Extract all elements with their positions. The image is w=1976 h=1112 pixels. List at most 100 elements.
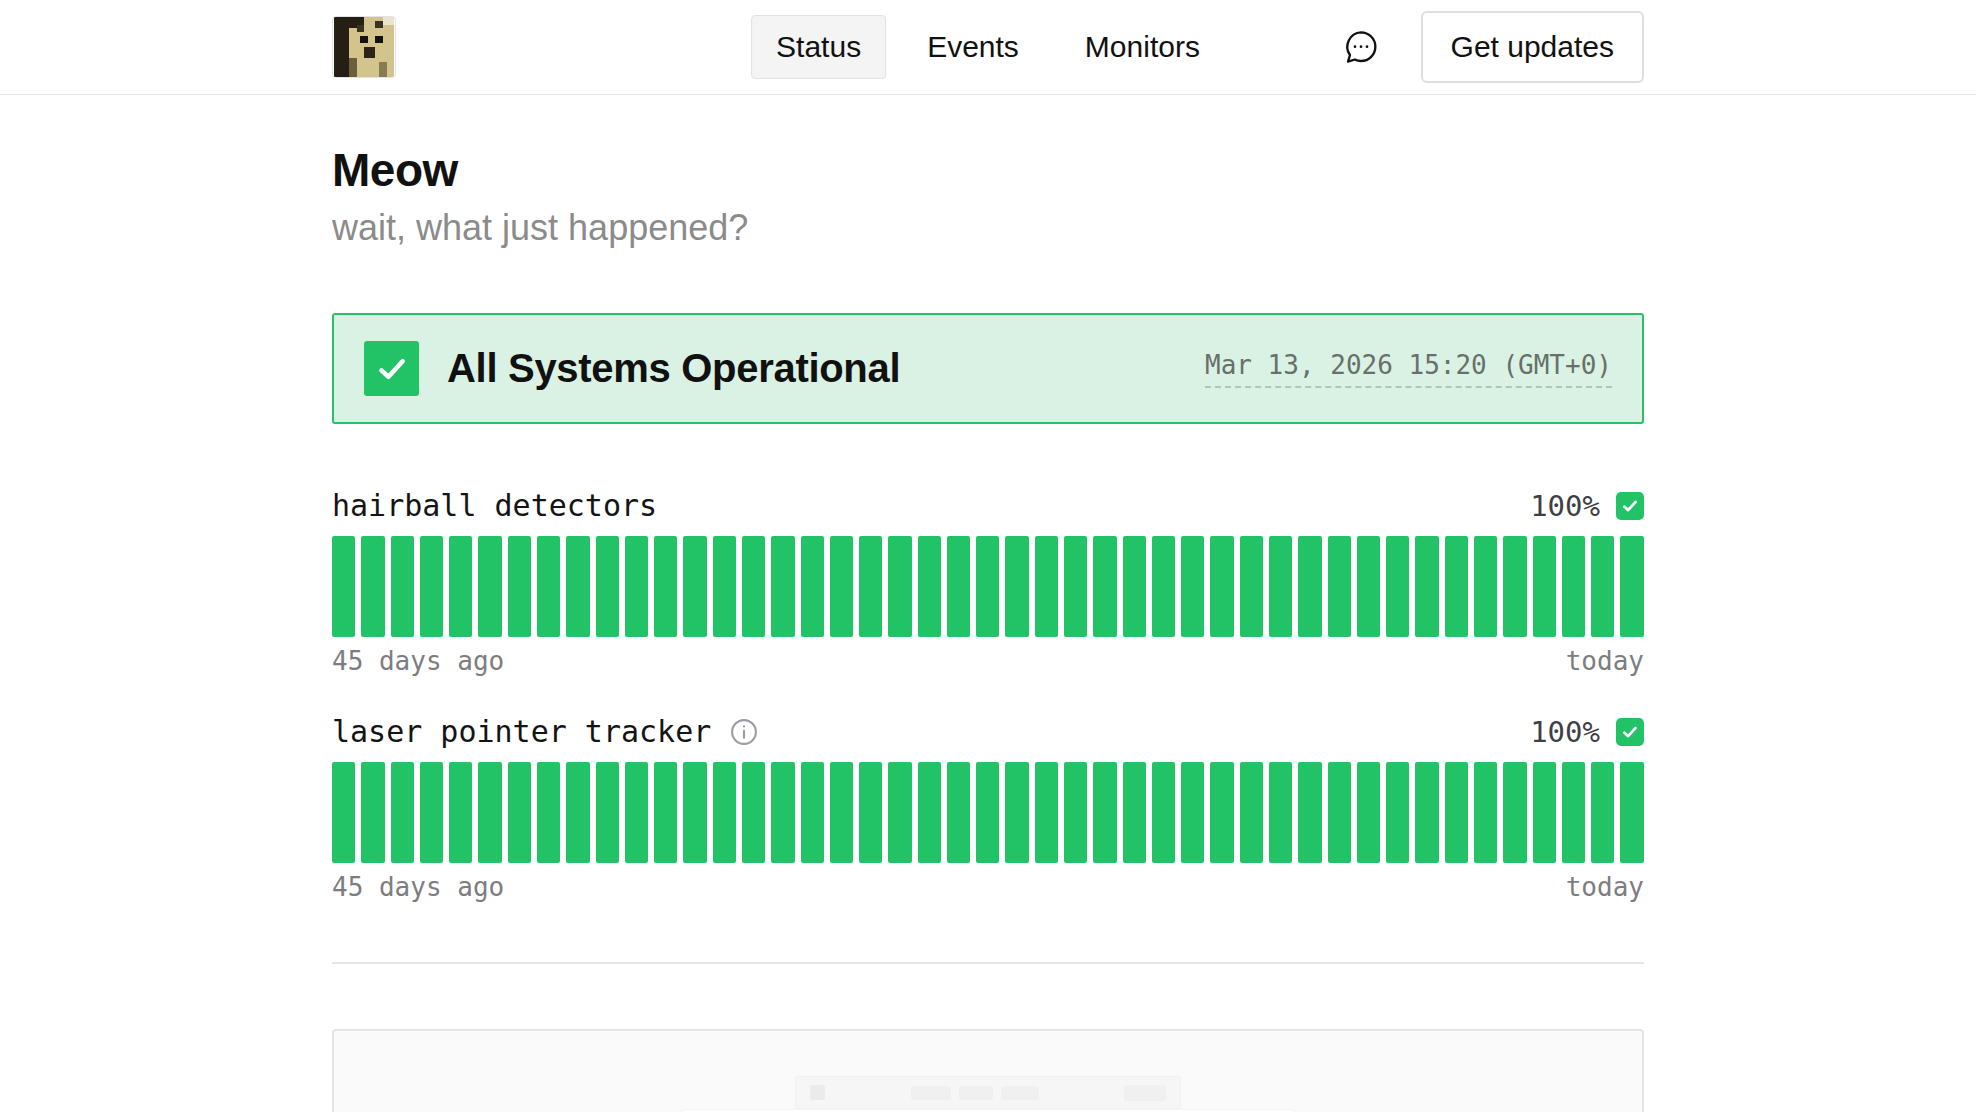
tab-events[interactable]: Events: [902, 15, 1044, 79]
uptime-bar: [1357, 762, 1380, 863]
faded-preview-card: [332, 1029, 1644, 1112]
monitor-name: hairball detectors: [332, 488, 657, 523]
faded-nav-placeholder: [911, 1086, 951, 1100]
uptime-bar: [1620, 762, 1643, 863]
uptime-bar: [918, 536, 941, 637]
uptime-bar: [1181, 536, 1204, 637]
uptime-bar: [1533, 536, 1556, 637]
uptime-bar: [391, 762, 414, 863]
uptime-bar: [1562, 762, 1585, 863]
uptime-bar: [859, 536, 882, 637]
uptime-bar: [420, 762, 443, 863]
uptime-bar: [976, 536, 999, 637]
uptime-bar: [1533, 762, 1556, 863]
uptime-bar: [566, 536, 589, 637]
uptime-bar: [508, 536, 531, 637]
uptime-bar: [1064, 536, 1087, 637]
check-icon: [1616, 718, 1644, 746]
uptime-bar: [1269, 762, 1292, 863]
uptime-bar: [1005, 762, 1028, 863]
get-updates-button[interactable]: Get updates: [1421, 11, 1644, 83]
tab-status[interactable]: Status: [751, 15, 886, 79]
uptime-bar: [361, 762, 384, 863]
uptime-bar: [888, 762, 911, 863]
faded-nav-placeholder: [959, 1086, 993, 1100]
uptime-bar: [830, 762, 853, 863]
uptime-bar: [771, 762, 794, 863]
uptime-bar: [654, 536, 677, 637]
uptime-bar: [1445, 762, 1468, 863]
uptime-bar: [1269, 536, 1292, 637]
uptime-bar: [1093, 762, 1116, 863]
uptime-bar: [596, 762, 619, 863]
uptime-bar: [1357, 536, 1380, 637]
uptime-bar: [918, 762, 941, 863]
uptime-bar: [332, 536, 355, 637]
page-title: Meow: [332, 143, 1644, 197]
uptime-bar: [1240, 536, 1263, 637]
monitor-laser-pointer-tracker: laser pointer tracker 100% 45 days ago: [332, 714, 1644, 902]
header: Status Events Monitors Get updates: [0, 0, 1976, 95]
uptime-bar: [1562, 536, 1585, 637]
uptime-bar: [713, 536, 736, 637]
uptime-bar: [1620, 536, 1643, 637]
uptime-bar: [1591, 536, 1614, 637]
uptime-bar: [1386, 536, 1409, 637]
header-actions: Get updates: [1341, 11, 1644, 83]
uptime-bar: [508, 762, 531, 863]
tab-monitors[interactable]: Monitors: [1060, 15, 1225, 79]
speech-bubble-icon[interactable]: [1341, 27, 1381, 67]
check-icon: [1616, 492, 1644, 520]
uptime-bar: [771, 536, 794, 637]
uptime-bar: [1474, 762, 1497, 863]
uptime-bar: [1503, 762, 1526, 863]
uptime-bar: [1415, 536, 1438, 637]
monitor-name: laser pointer tracker: [332, 714, 711, 749]
uptime-bar: [742, 762, 765, 863]
uptime-bar: [1445, 536, 1468, 637]
uptime-percent: 100%: [1530, 489, 1600, 523]
section-divider: [332, 962, 1644, 964]
check-icon: [364, 341, 419, 396]
uptime-bar: [1005, 536, 1028, 637]
uptime-bar: [625, 536, 648, 637]
uptime-bar: [1064, 762, 1087, 863]
faded-preview-navbar: [795, 1076, 1181, 1109]
info-icon[interactable]: [729, 717, 759, 747]
uptime-bar: [1298, 762, 1321, 863]
uptime-bars: [332, 536, 1644, 637]
uptime-bar: [888, 536, 911, 637]
uptime-bar: [742, 536, 765, 637]
uptime-bar: [332, 762, 355, 863]
uptime-bar: [1591, 762, 1614, 863]
status-banner: All Systems Operational Mar 13, 2026 15:…: [332, 313, 1644, 424]
faded-logo-placeholder: [810, 1085, 825, 1100]
uptime-bar: [478, 762, 501, 863]
uptime-bar: [420, 536, 443, 637]
uptime-bar: [1328, 762, 1351, 863]
logo-cat-image[interactable]: [332, 16, 396, 78]
uptime-bar: [391, 536, 414, 637]
uptime-bar: [683, 762, 706, 863]
uptime-bar: [830, 536, 853, 637]
uptime-percent: 100%: [1530, 715, 1600, 749]
uptime-bar: [947, 536, 970, 637]
page-subtitle: wait, what just happened?: [332, 207, 1644, 249]
uptime-bar: [1152, 536, 1175, 637]
uptime-bar: [1152, 762, 1175, 863]
uptime-bar: [713, 762, 736, 863]
uptime-bar: [859, 762, 882, 863]
uptime-bar: [1210, 762, 1233, 863]
uptime-bar: [1298, 536, 1321, 637]
uptime-bar: [801, 536, 824, 637]
uptime-bars: [332, 762, 1644, 863]
uptime-bar: [478, 536, 501, 637]
status-banner-title: All Systems Operational: [447, 346, 1177, 391]
uptime-bar: [1123, 762, 1146, 863]
main-nav: Status Events Monitors: [751, 15, 1225, 79]
bars-right-label: today: [1566, 646, 1644, 676]
main-content: Meow wait, what just happened? All Syste…: [332, 143, 1644, 1112]
uptime-bar: [1035, 536, 1058, 637]
status-banner-timestamp[interactable]: Mar 13, 2026 15:20 (GMT+0): [1205, 350, 1612, 388]
uptime-bar: [449, 536, 472, 637]
